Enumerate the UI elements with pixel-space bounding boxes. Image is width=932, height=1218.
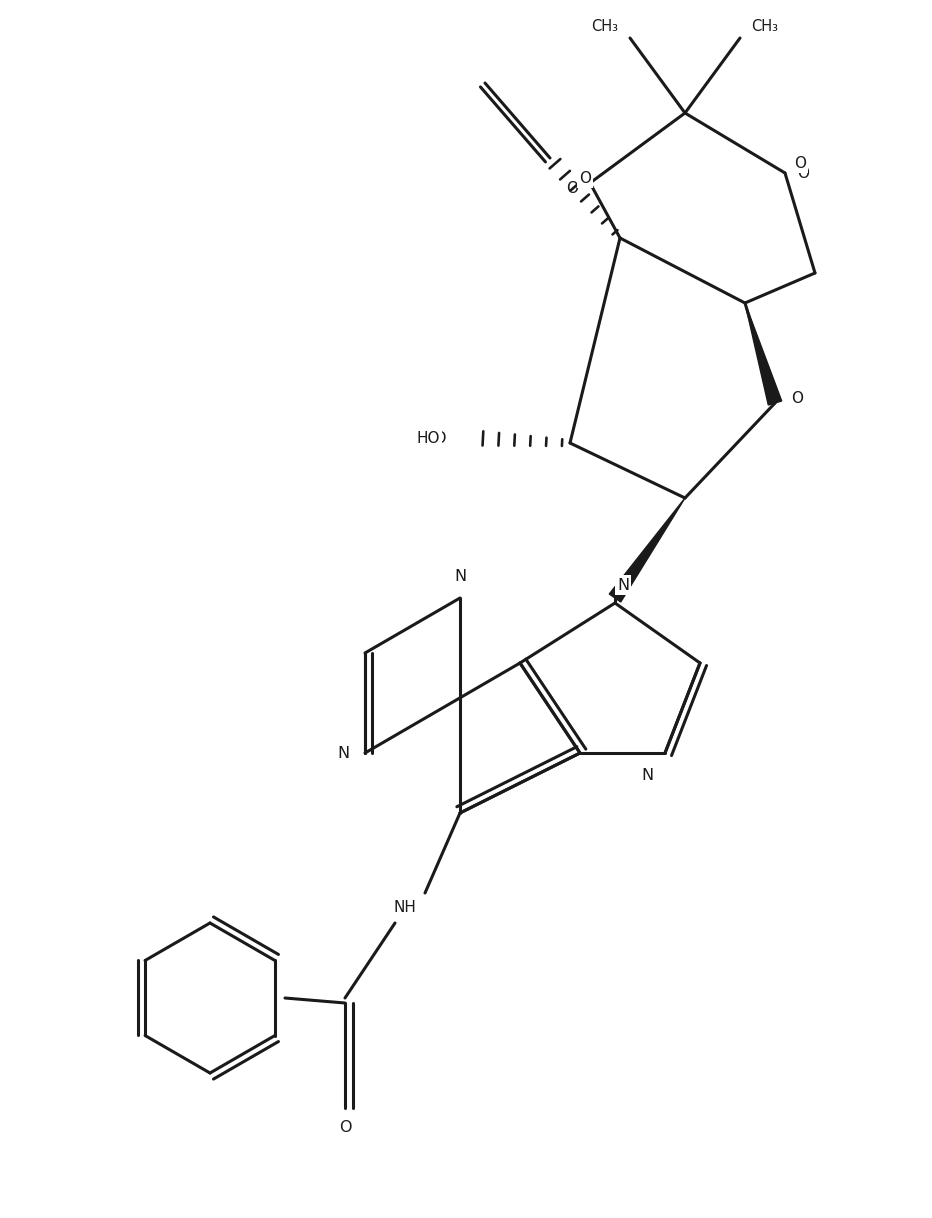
Text: O: O <box>791 391 803 406</box>
Text: CH₃: CH₃ <box>751 18 778 34</box>
Polygon shape <box>610 498 685 602</box>
Text: N: N <box>336 745 350 760</box>
Polygon shape <box>745 303 782 406</box>
Text: N: N <box>641 767 653 782</box>
Text: HO: HO <box>423 430 446 446</box>
Text: O: O <box>579 171 591 185</box>
Text: O: O <box>791 391 803 406</box>
Text: N: N <box>616 577 630 592</box>
Text: N: N <box>337 745 350 760</box>
Text: CH₃: CH₃ <box>592 18 619 34</box>
Text: N: N <box>617 577 629 592</box>
Text: O: O <box>566 180 578 196</box>
Text: N: N <box>453 569 467 583</box>
Text: NH: NH <box>393 900 417 916</box>
Text: N: N <box>454 569 466 583</box>
Text: HO: HO <box>417 430 440 446</box>
Text: NH: NH <box>393 900 417 916</box>
Text: O: O <box>797 166 809 180</box>
Text: N: N <box>618 577 632 592</box>
Text: N: N <box>640 767 653 782</box>
Text: O: O <box>338 1121 351 1135</box>
Text: O: O <box>338 1121 351 1135</box>
Text: O: O <box>794 156 806 171</box>
